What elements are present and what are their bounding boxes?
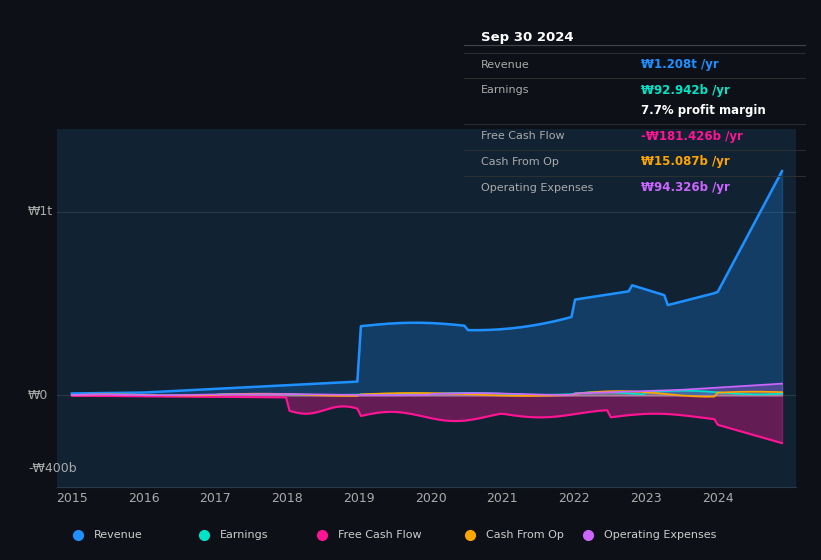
Text: Sep 30 2024: Sep 30 2024 bbox=[481, 31, 574, 44]
Text: Free Cash Flow: Free Cash Flow bbox=[338, 530, 422, 540]
Text: Free Cash Flow: Free Cash Flow bbox=[481, 131, 565, 141]
Text: ₩15.087b /yr: ₩15.087b /yr bbox=[641, 156, 730, 169]
Text: Revenue: Revenue bbox=[94, 530, 143, 540]
Text: Earnings: Earnings bbox=[481, 85, 530, 95]
Text: ₩1t: ₩1t bbox=[28, 205, 53, 218]
Text: Revenue: Revenue bbox=[481, 59, 530, 69]
Text: -₩400b: -₩400b bbox=[28, 463, 76, 475]
Text: Earnings: Earnings bbox=[220, 530, 268, 540]
Text: Cash From Op: Cash From Op bbox=[486, 530, 564, 540]
Text: ₩94.326b /yr: ₩94.326b /yr bbox=[641, 181, 730, 194]
Text: ₩0: ₩0 bbox=[28, 389, 48, 402]
Text: 7.7% profit margin: 7.7% profit margin bbox=[641, 104, 766, 116]
Text: Cash From Op: Cash From Op bbox=[481, 157, 559, 167]
Text: Operating Expenses: Operating Expenses bbox=[481, 183, 594, 193]
Text: Operating Expenses: Operating Expenses bbox=[604, 530, 717, 540]
Text: ₩1.208t /yr: ₩1.208t /yr bbox=[641, 58, 719, 71]
Text: ₩92.942b /yr: ₩92.942b /yr bbox=[641, 84, 730, 97]
Text: -₩181.426b /yr: -₩181.426b /yr bbox=[641, 129, 743, 143]
